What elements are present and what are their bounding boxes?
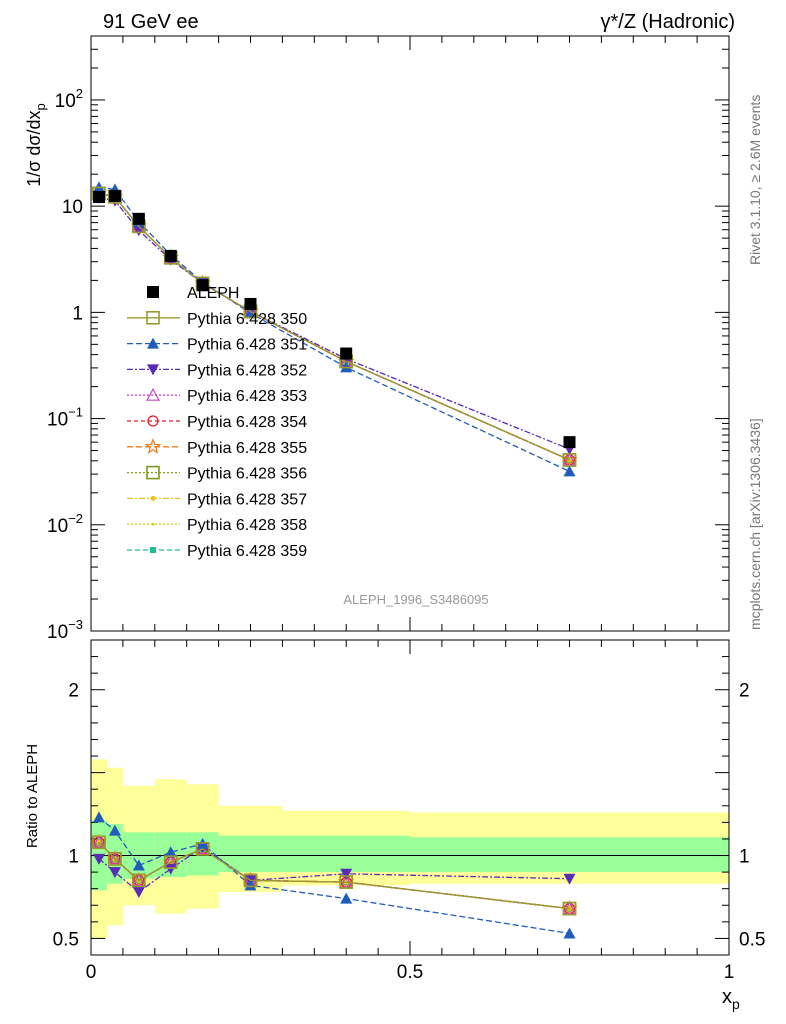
ratio-series-point <box>92 853 105 865</box>
legend-label: Pythia 6.428 359 <box>187 543 307 560</box>
aleph-data-point <box>164 249 177 262</box>
ratio-series-point <box>132 873 146 888</box>
ratio-series-point <box>243 873 258 888</box>
ratio-series-point <box>244 879 257 891</box>
ratio-series-point <box>340 892 353 904</box>
aleph-data-point <box>132 212 145 225</box>
y-tick-label: 10 <box>62 197 83 218</box>
legend-marker <box>147 415 159 427</box>
x-tick-label: 0 <box>86 962 97 983</box>
ratio-series-point <box>132 859 145 871</box>
ratio-series-layer <box>90 811 578 939</box>
y-tick-label: 102 <box>55 86 83 112</box>
ratio-y-tick-label: 2 <box>68 681 79 702</box>
legend-marker <box>147 286 159 298</box>
main-series-line <box>98 197 570 450</box>
ratio-series-point <box>340 868 353 880</box>
ratio-series-point <box>92 835 106 850</box>
ratio-series-point <box>164 863 177 875</box>
x-tick-label: 0.5 <box>397 962 423 983</box>
main-series-point <box>563 465 576 477</box>
legend-marker <box>147 337 159 349</box>
inner-band-bin <box>282 835 410 873</box>
svg-text:xp: xp <box>722 986 740 1012</box>
x-tick-label: 1 <box>724 962 735 983</box>
legend-marker <box>147 364 159 376</box>
legend-marker <box>144 438 162 454</box>
legend-label: Pythia 6.428 355 <box>187 440 307 457</box>
main-plot-frame: 10−3 10−2 10−1 1 10 102 <box>47 35 730 643</box>
aleph-data-point <box>108 189 121 202</box>
legend-label: Pythia 6.428 353 <box>187 388 307 405</box>
legend-marker <box>151 522 155 526</box>
ratio-series-line <box>98 841 570 910</box>
aleph-data-point <box>196 279 209 292</box>
header-left: 91 GeV ee <box>103 11 199 33</box>
ratio-series-line <box>98 846 570 893</box>
main-series-point <box>562 453 577 467</box>
ratio-series-point <box>163 855 178 869</box>
legend-marker <box>150 547 156 553</box>
aleph-data-point <box>563 436 576 449</box>
ratio-series-point <box>107 851 122 865</box>
ratio-y-tick-label: 1 <box>68 847 79 868</box>
main-series-point <box>562 452 577 466</box>
legend-label: Pythia 6.428 356 <box>187 466 307 483</box>
legend-marker <box>146 310 160 325</box>
legend-label: Pythia 6.428 354 <box>187 414 307 431</box>
main-ylabel: 1/σ dσ/dxp <box>24 103 48 187</box>
legend-label: Pythia 6.428 352 <box>187 362 307 379</box>
aleph-data-point <box>340 347 353 360</box>
ratio-series-point <box>563 873 576 885</box>
main-series-point <box>244 307 257 319</box>
y-tick-label: 1 <box>72 303 83 324</box>
y-tick-label: 10−2 <box>47 511 83 537</box>
ratio-y-tick-label: 0.5 <box>53 929 79 950</box>
xlabel: xp <box>722 986 740 1012</box>
legend-label: Pythia 6.428 350 <box>187 311 307 328</box>
main-series-point <box>132 225 145 237</box>
ratio-y-tick-label-right: 1 <box>739 847 750 868</box>
y-tick-label: 10−3 <box>47 617 83 643</box>
ratio-series-point <box>562 901 577 916</box>
inner-band-bin <box>410 837 729 873</box>
ratio-series-point <box>91 835 106 848</box>
legend-label: Pythia 6.428 357 <box>187 491 307 508</box>
svg-text:1/σ dσ/dxp: 1/σ dσ/dxp <box>24 103 48 187</box>
ratio-ylabel: Ratio to ALEPH <box>24 744 41 848</box>
ratio-plot-frame: 0 0.5 10.5 0.51 12 2 <box>53 639 765 983</box>
aleph-data-point <box>244 297 257 310</box>
rivet-label: Rivet 3.1.10, ≥ 2.6M events <box>747 95 763 265</box>
ratio-series-point <box>164 846 177 858</box>
ratio-series-point <box>195 842 210 856</box>
header-right: γ*/Z (Hadronic) <box>601 11 735 33</box>
ratio-series-point <box>339 875 354 889</box>
mcplots-label: mcplots.cern.ch [arXiv:1306.3436] <box>747 418 763 630</box>
legend-label: ALEPH <box>187 285 239 302</box>
ratio-y-tick-label-right: 0.5 <box>739 929 765 950</box>
ratio-series-point <box>108 824 121 836</box>
ratio-series-line <box>98 816 570 935</box>
aleph-data-point <box>92 190 105 203</box>
legend-label: Pythia 6.428 358 <box>187 517 307 534</box>
main-frame-box <box>90 35 730 632</box>
legend-marker <box>146 465 160 480</box>
legend-marker <box>145 387 161 401</box>
main-series-layer <box>90 181 578 477</box>
ratio-uncertainty-bands <box>91 759 729 939</box>
ratio-series-point <box>108 867 121 879</box>
legend-label: Pythia 6.428 351 <box>187 337 307 354</box>
ratio-series-point <box>92 811 105 823</box>
ratio-series-point <box>563 927 576 939</box>
ratio-y-tick-label-right: 2 <box>739 681 750 702</box>
y-tick-label: 10−1 <box>47 405 83 431</box>
ratio-series-point <box>131 873 146 886</box>
ratio-series-point <box>132 887 145 898</box>
ratio-series-point <box>108 852 122 866</box>
legend: ALEPH Pythia 6.428 350 Pythia 6.428 351 Pyt… <box>127 285 307 560</box>
analysis-watermark: ALEPH_1996_S3486095 <box>343 592 488 607</box>
legend-marker <box>150 495 156 501</box>
